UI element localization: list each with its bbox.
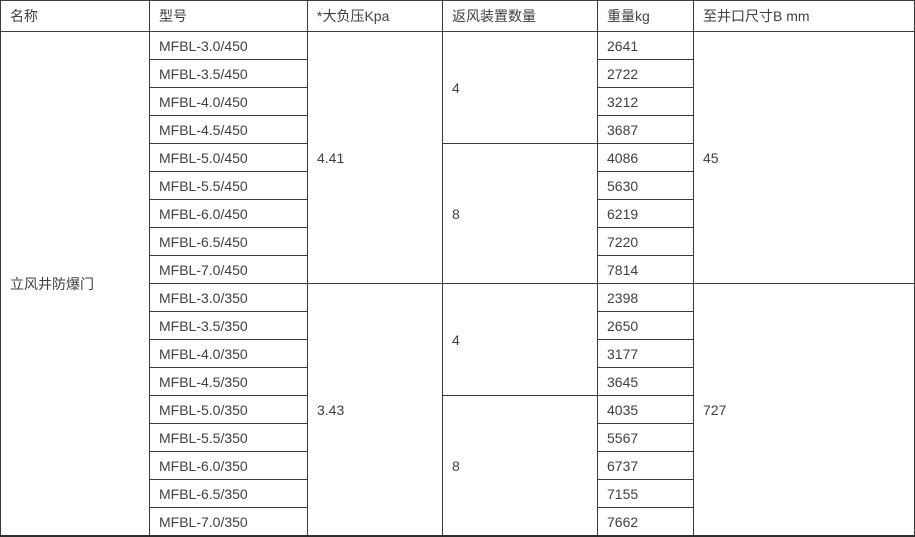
cell-model: MFBL-6.5/350 [149,479,308,508]
cell-model: MFBL-5.0/350 [149,395,308,424]
header-fan-count: 返风装置数量 [442,0,598,32]
table-row: MFBL-6.0/350 6737 [1,451,915,480]
cell-model: MFBL-5.5/450 [149,171,308,200]
cell-fan-count: 4 [442,283,598,396]
cell-weight: 6219 [597,199,694,228]
cell-wellhead-size: 45 [693,31,915,284]
cell-weight: 3687 [597,115,694,144]
header-weight: 重量kg [597,0,694,32]
cell-weight: 2650 [597,311,694,340]
cell-weight: 3177 [597,339,694,368]
table-row: MFBL-4.5/450 3687 [1,115,915,144]
table-row: MFBL-3.0/350 3.43 4 2398 727 [1,283,915,537]
table-row: MFBL-4.0/350 3177 [1,339,915,368]
cell-model: MFBL-4.0/350 [149,339,308,368]
header-row: 名称 型号 *大负压Kpa 返风装置数量 重量kg 至井口尺寸B mm [0,0,915,32]
table-row: MFBL-5.5/350 5567 [1,423,915,452]
cell-fan-count: 8 [442,395,598,537]
cell-weight: 2722 [597,59,694,88]
cell-model: MFBL-6.0/450 [149,199,308,228]
header-pressure: *大负压Kpa [307,0,443,32]
header-name: 名称 [0,0,150,32]
table-row: MFBL-3.5/450 2722 [1,59,915,88]
cell-wellhead-size: 727 [693,283,915,537]
cell-weight: 7662 [597,507,694,537]
cell-model: MFBL-7.0/350 [149,507,308,537]
cell-model: MFBL-6.5/450 [149,227,308,256]
table-row: MFBL-4.5/350 3645 [1,367,915,396]
cell-model: MFBL-5.0/450 [149,143,308,172]
table-row: MFBL-3.5/350 2650 [1,311,915,340]
cell-weight: 6737 [597,451,694,480]
cell-weight: 7155 [597,479,694,508]
cell-model: MFBL-4.5/350 [149,367,308,396]
table-row: MFBL-6.5/350 7155 [1,479,915,508]
header-wellhead-size: 至井口尺寸B mm [693,0,915,32]
cell-model: MFBL-4.5/450 [149,115,308,144]
cell-weight: 7814 [597,255,694,284]
cell-model: MFBL-3.0/450 [149,31,308,60]
cell-fan-count: 4 [442,31,598,144]
cell-pressure: 4.41 [307,31,443,284]
cell-weight: 3645 [597,367,694,396]
table-row: MFBL-6.0/450 6219 [1,199,915,228]
cell-weight: 5567 [597,423,694,452]
cell-model: MFBL-5.5/350 [149,423,308,452]
cell-fan-count: 8 [442,143,598,284]
cell-model: MFBL-3.0/350 [149,283,308,312]
cell-weight: 2641 [597,31,694,60]
cell-weight: 5630 [597,171,694,200]
header-model: 型号 [149,0,308,32]
table-row: 立风井防爆门 MFBL-3.0/450 4.41 4 2641 45 [0,31,915,537]
cell-product-name: 立风井防爆门 [0,31,150,537]
cell-model: MFBL-7.0/450 [149,255,308,284]
cell-weight: 3212 [597,87,694,116]
cell-weight: 7220 [597,227,694,256]
cell-model: MFBL-4.0/450 [149,87,308,116]
cell-weight: 2398 [597,283,694,312]
table-row: MFBL-7.0/450 7814 [1,255,915,284]
cell-model: MFBL-3.5/450 [149,59,308,88]
cell-model: MFBL-6.0/350 [149,451,308,480]
cell-weight: 4035 [597,395,694,424]
cell-model: MFBL-3.5/350 [149,311,308,340]
cell-pressure: 3.43 [307,283,443,537]
cell-weight: 4086 [597,143,694,172]
